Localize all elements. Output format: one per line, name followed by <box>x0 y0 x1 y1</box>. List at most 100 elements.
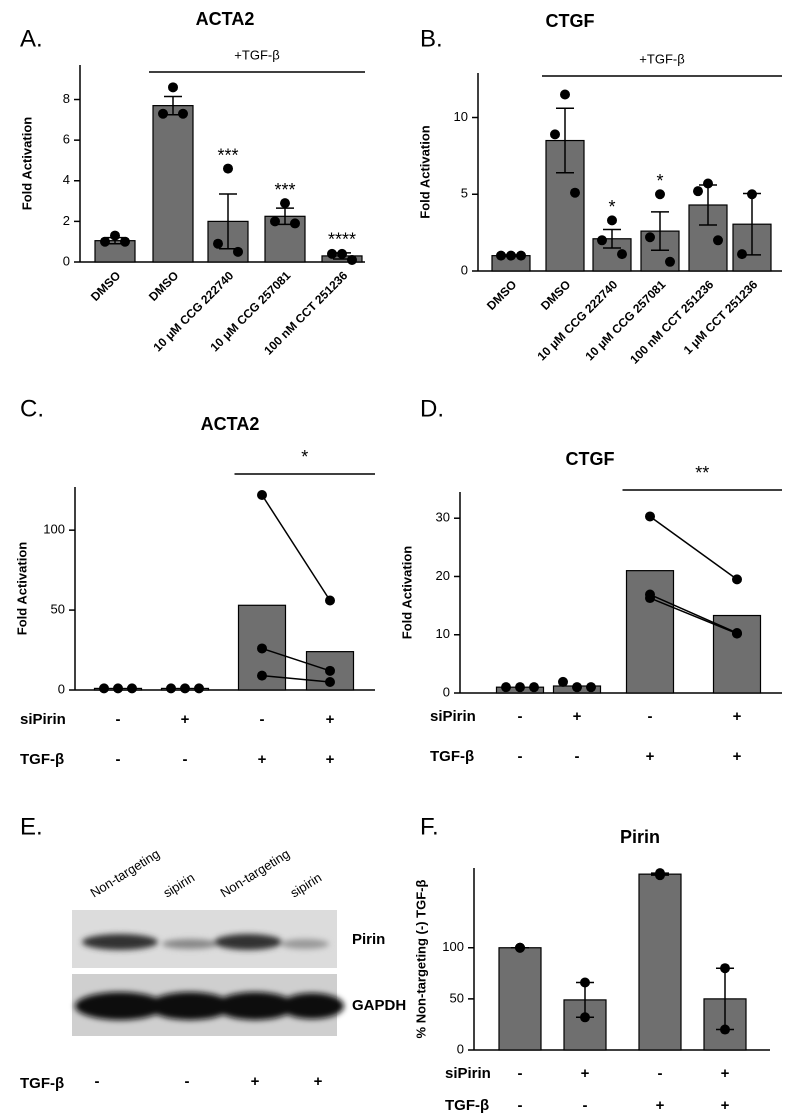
data-point <box>580 977 590 988</box>
row-value: + <box>646 748 655 765</box>
significance: **** <box>328 230 356 250</box>
y-tick-label: 20 <box>436 568 450 583</box>
error-bar <box>219 193 237 250</box>
data-point <box>570 187 580 198</box>
row-value: - <box>518 748 523 765</box>
row-value: - <box>583 1097 588 1114</box>
data-point <box>617 249 627 260</box>
y-tick-label: 50 <box>51 602 65 617</box>
row-value: + <box>251 1073 260 1090</box>
row-value: + <box>733 748 742 765</box>
y-axis-label: % Non-targeting (-) TGF-β <box>413 880 428 1039</box>
row-value: + <box>314 1073 323 1090</box>
data-point <box>99 683 109 694</box>
data-point <box>327 248 337 259</box>
bar <box>625 570 675 694</box>
data-point <box>713 235 723 246</box>
data-point <box>515 942 525 953</box>
x-tick-label: DMSO <box>538 277 573 312</box>
chart-title: ACTA2 <box>196 9 255 29</box>
data-point <box>703 178 713 189</box>
pair-line <box>261 647 331 672</box>
row-value: - <box>658 1065 663 1082</box>
data-point <box>113 683 123 694</box>
data-point <box>127 683 137 694</box>
panel-letter: F. <box>420 813 439 840</box>
y-tick-label: 0 <box>461 262 468 277</box>
data-point <box>110 230 120 241</box>
data-point <box>580 1012 590 1023</box>
y-tick-label: 4 <box>63 172 70 187</box>
y-tick-label: 6 <box>63 132 70 147</box>
y-axis-label: Fold Activation <box>417 125 432 218</box>
row-value: - <box>260 711 265 728</box>
chart-title: CTGF <box>546 11 595 31</box>
row-label: TGF-β <box>20 751 64 768</box>
row-value: + <box>258 751 267 768</box>
data-point <box>337 248 347 259</box>
data-point <box>516 250 526 261</box>
data-point <box>586 682 596 693</box>
significance: * <box>656 171 663 191</box>
data-point <box>747 189 757 200</box>
data-point <box>515 682 525 693</box>
data-point <box>607 215 617 226</box>
annotation: +TGF-β <box>639 51 684 66</box>
y-axis-label: Fold Activation <box>14 542 29 635</box>
band-label: GAPDH <box>352 997 406 1014</box>
data-point <box>158 108 168 119</box>
data-point <box>645 232 655 243</box>
row-label: siPirin <box>445 1065 491 1082</box>
data-point <box>655 870 665 881</box>
row-label: TGF-β <box>445 1097 489 1114</box>
y-tick-label: 5 <box>461 186 468 201</box>
row-value: - <box>95 1073 100 1090</box>
lane-label: sipirin <box>160 870 197 901</box>
x-tick-label: DMSO <box>146 268 181 303</box>
row-label: siPirin <box>430 708 476 725</box>
row-value: - <box>183 751 188 768</box>
pair-line <box>649 593 738 634</box>
data-point <box>720 1024 730 1035</box>
blot-panel: E. Non-targeting sipirin Non-targeting s… <box>20 813 406 1092</box>
lane-label: Non-targeting <box>217 846 292 900</box>
data-point <box>737 249 747 260</box>
bar <box>498 947 542 1051</box>
pair-line <box>649 515 738 580</box>
data-point <box>496 250 506 261</box>
data-point <box>529 682 539 693</box>
band-label: Pirin <box>352 931 385 948</box>
row-value: + <box>326 751 335 768</box>
row-value: + <box>721 1097 730 1114</box>
error-bar <box>651 211 669 252</box>
panel-letter: B. <box>420 25 443 52</box>
bar <box>638 873 682 1051</box>
chart-title: ACTA2 <box>201 414 260 434</box>
data-point <box>550 129 560 140</box>
lane-label: sipirin <box>287 870 324 901</box>
data-point <box>720 963 730 974</box>
y-tick-label: 30 <box>436 510 450 525</box>
panel-letter: D. <box>420 395 444 422</box>
y-tick-label: 10 <box>436 626 450 641</box>
panel-letter: E. <box>20 813 43 840</box>
data-point <box>233 246 243 257</box>
pair-line <box>261 494 331 601</box>
panel-letter: C. <box>20 395 44 422</box>
row-value: + <box>733 708 742 725</box>
row-value: - <box>518 1097 523 1114</box>
x-tick-label: DMSO <box>484 277 519 312</box>
data-point <box>166 683 176 694</box>
bar <box>152 105 194 263</box>
data-point <box>194 683 204 694</box>
row-value: - <box>518 708 523 725</box>
y-tick-label: 100 <box>43 522 65 537</box>
data-point <box>280 198 290 209</box>
panel-letter: A. <box>20 25 43 52</box>
data-point <box>168 82 178 93</box>
chart-title: CTGF <box>566 449 615 469</box>
y-tick-label: 10 <box>454 109 468 124</box>
data-point <box>100 236 110 247</box>
y-tick-label: 0 <box>63 253 70 268</box>
